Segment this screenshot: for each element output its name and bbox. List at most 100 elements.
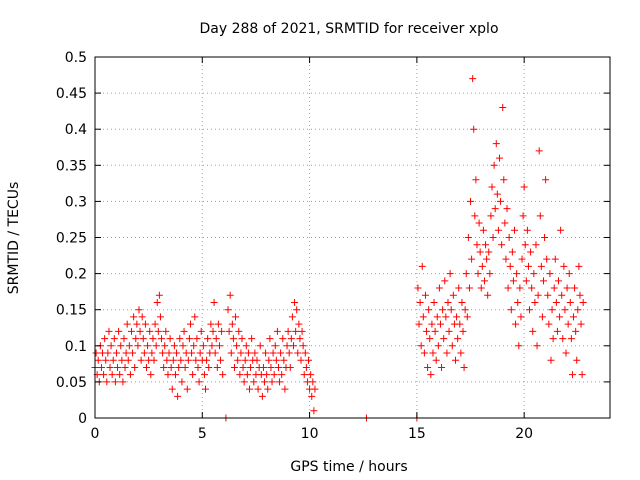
data-point <box>423 327 431 335</box>
data-point <box>571 284 579 292</box>
data-point <box>458 298 466 306</box>
data-point <box>262 349 270 357</box>
data-point <box>433 313 441 321</box>
data-point <box>497 197 505 205</box>
data-point <box>298 327 306 335</box>
data-point <box>238 335 246 343</box>
data-point <box>141 320 149 328</box>
data-point <box>246 385 253 393</box>
data-point <box>549 335 557 343</box>
x-axis-label: GPS time / hours <box>290 459 407 475</box>
data-point <box>457 349 465 357</box>
data-point <box>509 277 517 285</box>
data-point <box>529 327 537 335</box>
data-point <box>427 371 435 379</box>
data-point <box>440 335 448 343</box>
data-point <box>131 363 139 371</box>
data-point <box>445 327 453 335</box>
data-point <box>120 335 128 343</box>
data-point <box>572 327 580 335</box>
data-point <box>550 284 558 292</box>
data-point <box>168 385 176 393</box>
data-point <box>289 342 297 350</box>
data-point <box>482 241 490 249</box>
data-point <box>162 327 170 335</box>
data-point <box>100 371 108 379</box>
data-point <box>127 327 135 335</box>
data-point <box>307 371 315 379</box>
data-point <box>464 234 472 241</box>
data-point <box>526 306 534 314</box>
data-point <box>232 313 240 321</box>
data-point <box>271 342 279 350</box>
data-point <box>133 320 141 328</box>
data-point <box>485 248 493 256</box>
data-point <box>426 335 434 343</box>
data-point <box>139 335 147 343</box>
data-point <box>140 349 148 357</box>
data-point <box>435 284 443 292</box>
data-point <box>294 349 302 357</box>
data-point <box>115 327 123 335</box>
data-point <box>293 306 301 314</box>
data-point <box>557 226 565 234</box>
data-point <box>513 270 521 278</box>
data-point <box>558 291 566 299</box>
data-point <box>462 270 470 278</box>
data-point <box>520 183 528 191</box>
data-point <box>200 371 208 379</box>
data-point <box>521 241 529 249</box>
data-point <box>522 277 530 285</box>
data-point <box>235 327 243 335</box>
data-point <box>418 262 426 270</box>
data-point <box>152 342 160 350</box>
data-point <box>301 349 309 357</box>
data-point <box>295 320 303 328</box>
data-point <box>471 212 479 220</box>
data-point <box>194 363 202 371</box>
data-point <box>267 363 275 371</box>
data-point <box>476 248 484 256</box>
data-point <box>504 284 512 292</box>
data-point <box>555 277 562 285</box>
data-point <box>308 392 316 400</box>
chart-title: Day 288 of 2021, SRMTID for receiver xpl… <box>199 21 498 37</box>
data-point <box>441 277 449 285</box>
data-point <box>486 270 494 278</box>
data-point <box>442 313 450 321</box>
data-point <box>537 262 545 270</box>
data-point <box>446 270 454 278</box>
data-point <box>511 226 519 234</box>
data-point <box>261 378 269 386</box>
data-point <box>264 385 272 393</box>
data-point <box>106 363 114 371</box>
data-point <box>536 212 544 220</box>
data-point <box>534 291 542 299</box>
data-point <box>527 248 535 256</box>
data-point <box>461 306 469 314</box>
data-point <box>217 356 225 364</box>
data-point <box>415 320 423 328</box>
data-point <box>103 378 111 386</box>
data-point <box>565 270 573 278</box>
data-point <box>578 371 586 379</box>
data-point <box>478 262 486 270</box>
data-point <box>564 320 572 328</box>
data-point <box>463 313 471 321</box>
data-point <box>150 356 158 364</box>
data-point <box>179 342 187 350</box>
data-point <box>263 371 271 379</box>
data-point <box>459 327 467 335</box>
data-point <box>447 306 455 314</box>
data-point <box>498 241 506 249</box>
data-point <box>226 291 234 299</box>
y-tick-label: 0.45 <box>56 86 87 102</box>
x-tick-label: 5 <box>198 426 207 442</box>
data-point <box>420 349 428 357</box>
data-point <box>211 349 219 357</box>
data-point <box>297 356 305 364</box>
data-point <box>178 378 186 386</box>
data-point <box>144 342 152 350</box>
data-point <box>191 313 199 321</box>
